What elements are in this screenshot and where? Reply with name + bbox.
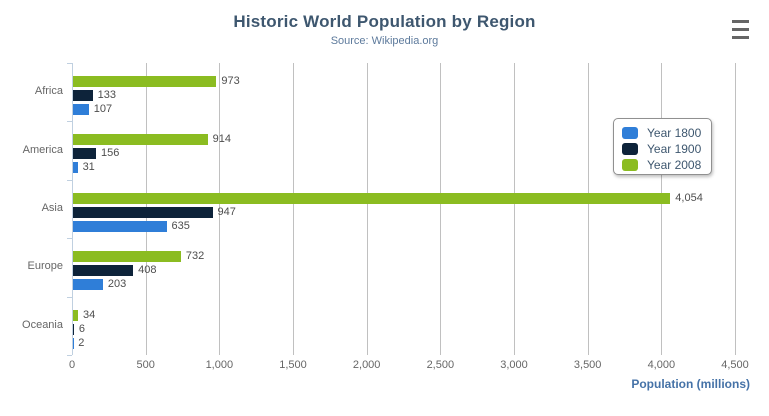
category-label: America	[22, 143, 63, 156]
data-label: 156	[100, 147, 120, 160]
bar-year-1900-europe[interactable]	[73, 265, 134, 277]
data-label: 133	[97, 89, 116, 101]
gridline	[735, 63, 736, 355]
legend-symbol	[622, 143, 638, 155]
bar-year-2008-asia[interactable]	[73, 192, 671, 204]
gridline	[514, 63, 515, 355]
gridline	[219, 63, 221, 355]
export-menu-button[interactable]	[726, 14, 754, 44]
x-tick-label: 4,000	[647, 359, 676, 371]
x-tick-label: 4,500	[721, 359, 749, 371]
y-axis-tick	[67, 179, 72, 181]
category-label: Europe	[27, 260, 63, 273]
x-tick-label: 1,500	[279, 359, 307, 371]
hamburger-icon	[731, 19, 749, 23]
y-axis-tick	[67, 63, 72, 64]
y-axis-tick	[67, 355, 72, 356]
bar-year-1900-america[interactable]	[73, 148, 96, 160]
gridline	[661, 63, 663, 355]
gridline	[293, 63, 294, 355]
category-label: Africa	[34, 85, 63, 98]
legend-label: Year 2008	[647, 158, 702, 172]
legend-label: Year 1900	[647, 142, 702, 156]
x-tick-label: 0	[68, 359, 76, 371]
data-label: 34	[83, 308, 96, 321]
category-label: Asia	[41, 202, 63, 214]
data-label: 947	[217, 205, 236, 218]
data-label: 107	[93, 103, 113, 115]
bar-year-1800-america[interactable]	[73, 162, 78, 174]
bar-year-1900-asia[interactable]	[73, 206, 213, 218]
y-axis-tick	[67, 296, 72, 298]
hamburger-icon	[731, 35, 749, 39]
x-tick-label: 500	[136, 359, 155, 371]
data-label: 31	[82, 161, 95, 174]
gridline	[587, 63, 589, 355]
bar-year-1900-oceania[interactable]	[73, 323, 74, 335]
legend-item-year-1900[interactable]: Year 1900	[622, 141, 711, 157]
data-label: 2	[78, 336, 85, 349]
chart-subtitle: Source: Wikipedia.org	[330, 35, 439, 47]
bar-year-2008-africa[interactable]	[73, 76, 217, 87]
legend-label: Year 1800	[647, 126, 702, 140]
data-label: 973	[221, 75, 240, 87]
bar-year-1800-oceania[interactable]	[73, 337, 74, 349]
data-label: 6	[78, 322, 85, 335]
y-axis-tick	[67, 121, 72, 123]
x-tick-label: 2,000	[352, 359, 381, 371]
x-tick-label: 1,000	[205, 359, 234, 371]
data-label: 732	[185, 250, 205, 263]
legend-item-year-2008[interactable]: Year 2008	[622, 157, 711, 173]
bar-year-1900-africa[interactable]	[73, 90, 93, 101]
x-tick-label: 3,500	[573, 359, 602, 371]
bar-year-1800-asia[interactable]	[73, 220, 167, 232]
legend: Year 1800 Year 1900 Year 2008	[613, 118, 712, 175]
bar-year-2008-oceania[interactable]	[73, 309, 78, 321]
legend-item-year-1800[interactable]: Year 1800	[622, 125, 711, 141]
data-label: 203	[107, 278, 127, 291]
legend-symbol	[622, 159, 638, 171]
bar-year-1800-europe[interactable]	[73, 279, 103, 291]
bar-year-2008-europe[interactable]	[73, 251, 181, 263]
y-axis-tick	[67, 238, 72, 240]
data-label: 408	[138, 264, 157, 277]
data-label: 914	[212, 133, 232, 146]
data-label: 4,054	[675, 191, 703, 204]
y-axis-line	[72, 63, 73, 355]
data-label: 635	[171, 219, 190, 232]
legend-symbol	[622, 127, 638, 139]
hamburger-icon	[731, 27, 749, 31]
category-label: Oceania	[22, 318, 63, 331]
gridline	[366, 63, 368, 355]
bar-year-2008-america[interactable]	[73, 134, 208, 146]
gridline	[440, 63, 442, 355]
x-tick-label: 3,000	[500, 359, 528, 371]
bar-year-1800-africa[interactable]	[73, 104, 89, 115]
chart-title: Historic World Population by Region	[233, 12, 536, 31]
x-axis-title: Population (millions)	[631, 377, 750, 391]
x-tick-label: 2,500	[426, 359, 455, 371]
